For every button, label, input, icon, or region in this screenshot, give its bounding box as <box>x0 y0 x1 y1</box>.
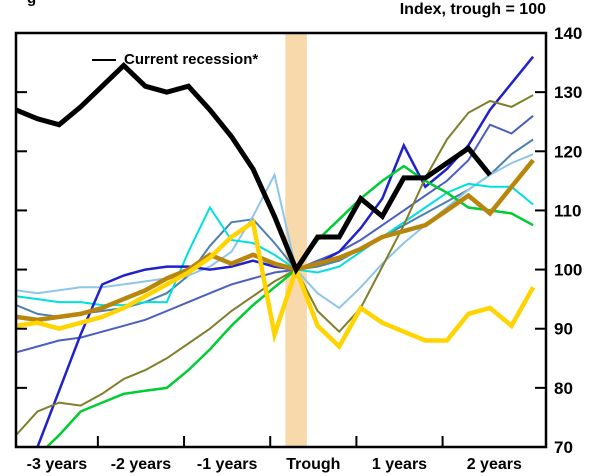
x-axis-label: 1 years <box>372 456 427 473</box>
past-recession-olive-line <box>16 94 534 436</box>
chart-title: Index, trough = 100 <box>399 1 546 18</box>
past-recession-gold-line <box>16 158 535 323</box>
current-recession-line <box>16 62 492 275</box>
plot-border <box>14 31 548 449</box>
x-axis-label: 2 years <box>467 456 522 473</box>
past-recession-steel-blue-line <box>16 138 534 318</box>
past-recession-light-blue-line <box>16 153 534 310</box>
y-axis-label: 90 <box>554 320 573 339</box>
legend-label: Current recession* <box>124 51 259 68</box>
y-axis-label: 80 <box>554 379 573 398</box>
x-axis-label: Trough <box>286 456 340 473</box>
y-axis-label: 110 <box>554 201 581 220</box>
past-recession-yellow-line <box>16 218 536 351</box>
legend-line-sample <box>92 58 116 61</box>
x-axis-label: -3 years <box>27 456 88 473</box>
trough-band <box>285 33 307 447</box>
legend: Current recession* <box>92 51 258 68</box>
x-axis-label: -1 years <box>197 456 258 473</box>
y-axis-label: 120 <box>554 142 582 161</box>
past-recession-royal-blue-line <box>36 55 535 447</box>
y-axis-label: 130 <box>554 83 582 102</box>
caption-fragment: g <box>27 0 36 7</box>
y-axis-label: 70 <box>554 438 573 457</box>
x-axis-label: -2 years <box>111 456 172 473</box>
past-recession-slate-blue-line <box>16 115 534 354</box>
past-recession-green-line <box>44 164 534 447</box>
y-axis-label: 140 <box>554 24 582 43</box>
y-axis-label: 100 <box>554 261 582 280</box>
